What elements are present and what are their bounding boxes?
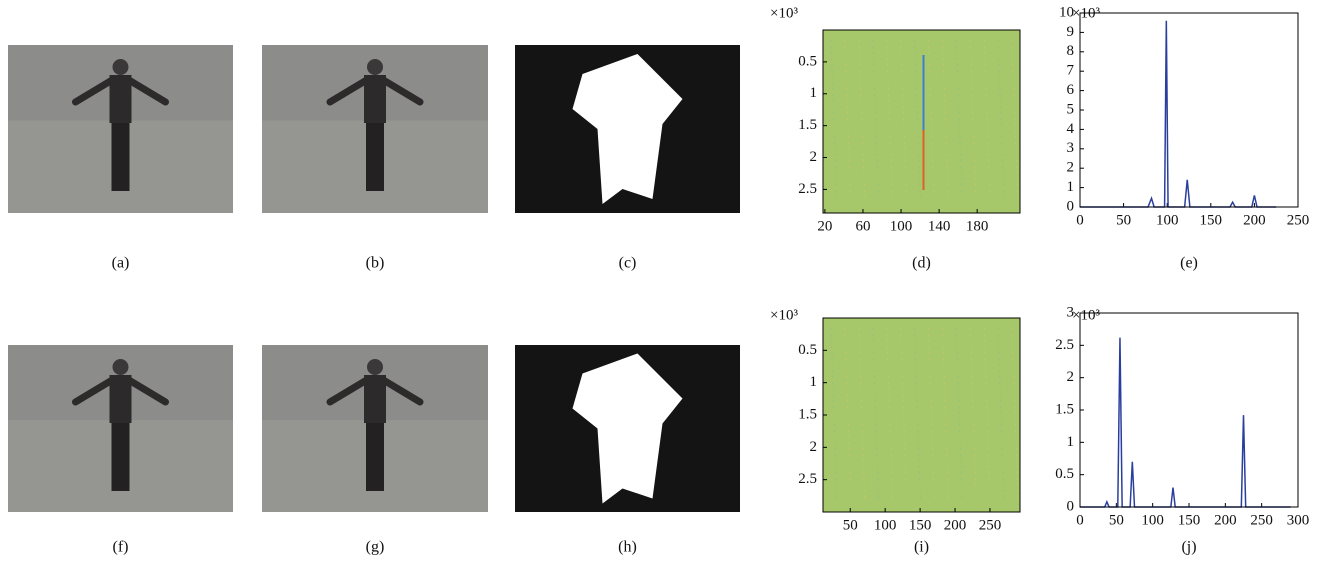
panel-label: (e) [1180,255,1198,272]
panel-label: (b) [366,255,385,272]
y-tick-label: 0 [1067,498,1075,514]
x-tick-label: 150 [1178,512,1201,528]
y-tick-label: 9 [1067,24,1075,40]
y-tick-label: 1.5 [798,406,817,422]
x-tick-label: 250 [1287,212,1310,228]
panel: (i) ×10³ 50 100 150 200 250 0.5 1 1.5 2 2.5 [770,307,1020,555]
y-tick-label: 3 [1067,140,1075,156]
person-head [367,59,383,75]
x-tick-label: 50 [1116,212,1131,228]
x-tick-label: 250 [1250,512,1273,528]
y-tick-label: 2.5 [798,181,817,197]
x-tick-label: 20 [817,218,832,234]
panel-label: (a) [112,255,130,272]
person-legs [366,123,384,191]
panel: (a) [8,45,233,272]
y-tick-label: 3 [1067,304,1075,320]
x-tick-label: 50 [843,517,858,533]
line [1080,338,1291,507]
panel-label: (f) [113,539,129,556]
x-tick-label: 50 [1109,512,1124,528]
line [1080,21,1276,207]
panel: (j) ×10³ 0 50 100 150 200 250 300 0 0.5 1 1.5 2 2.5 3 [1055,304,1309,555]
x-tick-label: 150 [909,517,932,533]
y-tick-label: 2 [1067,369,1075,385]
y-tick-label: 5 [1067,101,1075,117]
x-tick-label: 150 [1200,212,1223,228]
x-tick-label: 0 [1076,512,1084,528]
panel: (d) ×10³ 20 60 100 140 180 0.5 1 1.5 2 2.5 [770,5,1020,271]
y-tick-label: 1 [810,85,818,101]
y-tick-label: 6 [1067,82,1075,98]
panel-label: (g) [366,539,385,556]
person-legs [366,423,384,491]
y-tick-label: 0.5 [798,342,817,358]
axes-box [1080,13,1298,207]
y-tick-label: 2 [810,149,818,165]
y-tick-label: 8 [1067,43,1075,59]
y-tick-label: 0.5 [798,53,817,69]
axis-multiplier: ×10³ [770,307,798,323]
y-tick-label: 1 [1067,179,1075,195]
x-tick-label: 100 [1156,212,1179,228]
y-tick-label: 4 [1067,121,1075,137]
axes-box [1080,313,1298,507]
x-tick-label: 100 [890,218,913,234]
x-tick-label: 200 [1214,512,1237,528]
y-tick-label: 1.5 [798,117,817,133]
panel-label: (h) [618,539,637,556]
y-tick-label: 0 [1067,198,1075,214]
y-tick-label: 7 [1067,63,1075,79]
y-tick-label: 2.5 [1055,337,1074,353]
x-tick-label: 100 [874,517,897,533]
person-head [113,359,129,375]
figure: (a)(b)(c)(d)×10³20601001401800.511.522.5… [0,0,1323,575]
x-tick-label: 200 [1243,212,1266,228]
axis-multiplier: ×10³ [1072,307,1100,323]
person-legs [112,423,130,491]
panel: (g) [262,345,488,556]
y-tick-label: 0.5 [1055,466,1074,482]
panel: (f) [8,345,233,556]
x-tick-label: 0 [1076,212,1084,228]
panel: (b) [262,45,488,272]
x-tick-label: 300 [1287,512,1310,528]
x-tick-label: 200 [944,517,967,533]
y-tick-label: 2 [1067,160,1075,176]
panel: (c) [515,45,740,272]
panel-label: (c) [619,255,637,272]
x-tick-label: 140 [928,218,951,234]
x-tick-label: 100 [1141,512,1164,528]
y-tick-label: 10 [1059,4,1074,20]
x-tick-label: 60 [855,218,870,234]
x-tick-label: 180 [966,218,989,234]
y-tick-label: 1 [810,374,818,390]
y-tick-label: 1.5 [1055,401,1074,417]
panel-label: (d) [912,255,931,272]
axis-multiplier: ×10³ [770,5,798,21]
y-tick-label: 2 [810,439,818,455]
heatmap [823,318,1020,512]
person-head [367,359,383,375]
panel-label: (j) [1181,539,1196,556]
x-tick-label: 250 [979,517,1002,533]
heatmap [823,30,1020,213]
y-tick-label: 2.5 [798,471,817,487]
panel-label: (i) [914,539,929,556]
person-head [113,59,129,75]
panel: (h) [515,345,740,556]
person-legs [112,123,130,191]
y-tick-label: 1 [1067,434,1075,450]
